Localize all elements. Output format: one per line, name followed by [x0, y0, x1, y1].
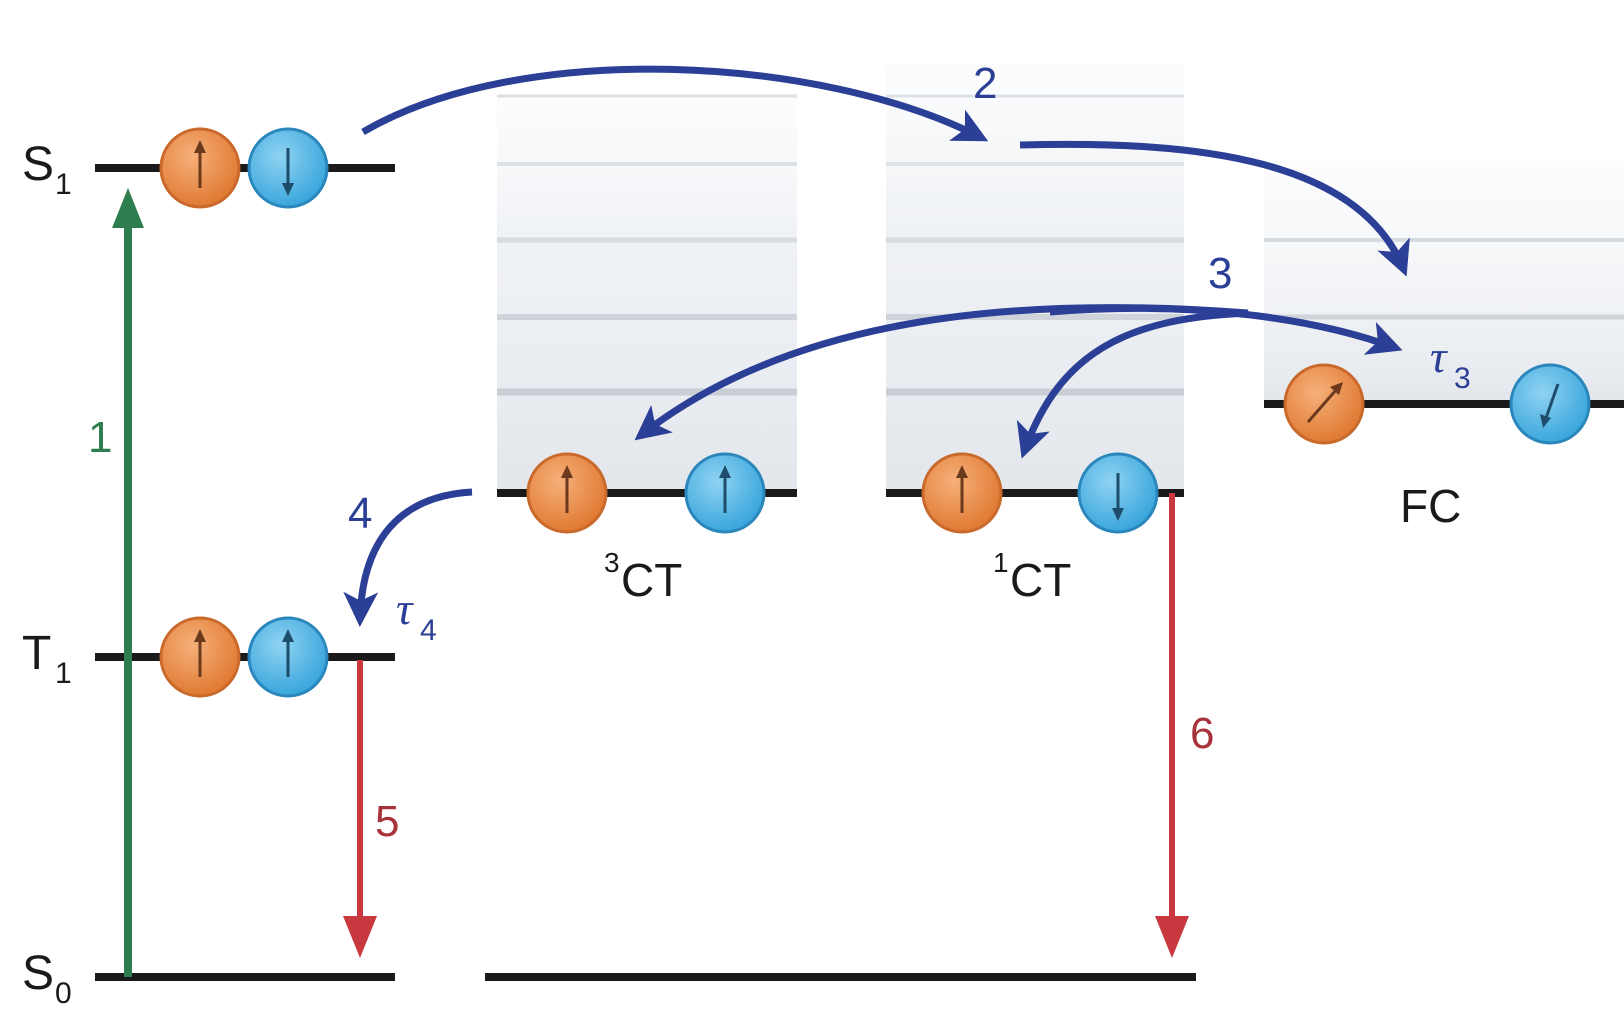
fc-band: [1264, 160, 1624, 403]
transfer-arrow-4: [343, 488, 473, 627]
tau3-label: τ 3: [1430, 331, 1471, 395]
fc-electron-tilted-a: [1283, 363, 1365, 445]
fc-electron-tilted-b: [1509, 363, 1591, 445]
transition-6-label: 6: [1190, 709, 1214, 758]
svg-text:4: 4: [420, 614, 437, 647]
svg-text:CT: CT: [621, 554, 682, 606]
svg-text:3: 3: [1454, 362, 1471, 395]
transfer-arrow-3b: [1016, 309, 1249, 459]
svg-text:1: 1: [993, 547, 1009, 578]
svg-text:0: 0: [55, 977, 72, 1010]
fc-state-label: FC: [1400, 480, 1461, 532]
transfer-arrow-2: [361, 65, 989, 142]
svg-text:CT: CT: [1010, 554, 1071, 606]
ct1-state-label: 1 CT: [993, 547, 1071, 606]
t1-electron-up-b: [247, 616, 329, 698]
transition-3-label: 3: [1208, 249, 1232, 298]
svg-text:S: S: [22, 947, 54, 1000]
ct3-electron-up-a: [526, 452, 608, 534]
ct3-state-label: 3 CT: [604, 547, 682, 606]
s1-electron-down: [247, 127, 329, 209]
excitation-arrow: [112, 188, 144, 977]
t1-electron-up-a: [159, 616, 241, 698]
svg-text:S: S: [22, 138, 54, 191]
t1-label: T 1: [22, 627, 72, 690]
transition-1-label: 1: [88, 413, 112, 462]
svg-text:3: 3: [604, 547, 620, 578]
tau4-label: τ 4: [396, 583, 437, 647]
s0-label: S 0: [22, 947, 72, 1010]
svg-text:T: T: [22, 627, 51, 680]
transition-2-label: 2: [973, 59, 997, 108]
transfer-arrow-3c: [1049, 304, 1403, 355]
svg-text:1: 1: [55, 168, 72, 201]
s1-label: S 1: [22, 138, 72, 201]
s1-electron-up: [159, 127, 241, 209]
ct1-electron-up: [921, 452, 1003, 534]
ct1-electron-down: [1077, 452, 1159, 534]
svg-text:τ: τ: [396, 583, 414, 634]
transition-4-label: 4: [348, 489, 372, 538]
svg-text:1: 1: [55, 657, 72, 690]
svg-text:τ: τ: [1430, 331, 1448, 382]
transition-5-label: 5: [375, 797, 399, 846]
emission-arrow-5: [343, 660, 377, 958]
ct3-electron-up-b: [684, 452, 766, 534]
transfer-arrow-2b: [1019, 140, 1410, 277]
emission-arrow-6: [1155, 493, 1189, 958]
